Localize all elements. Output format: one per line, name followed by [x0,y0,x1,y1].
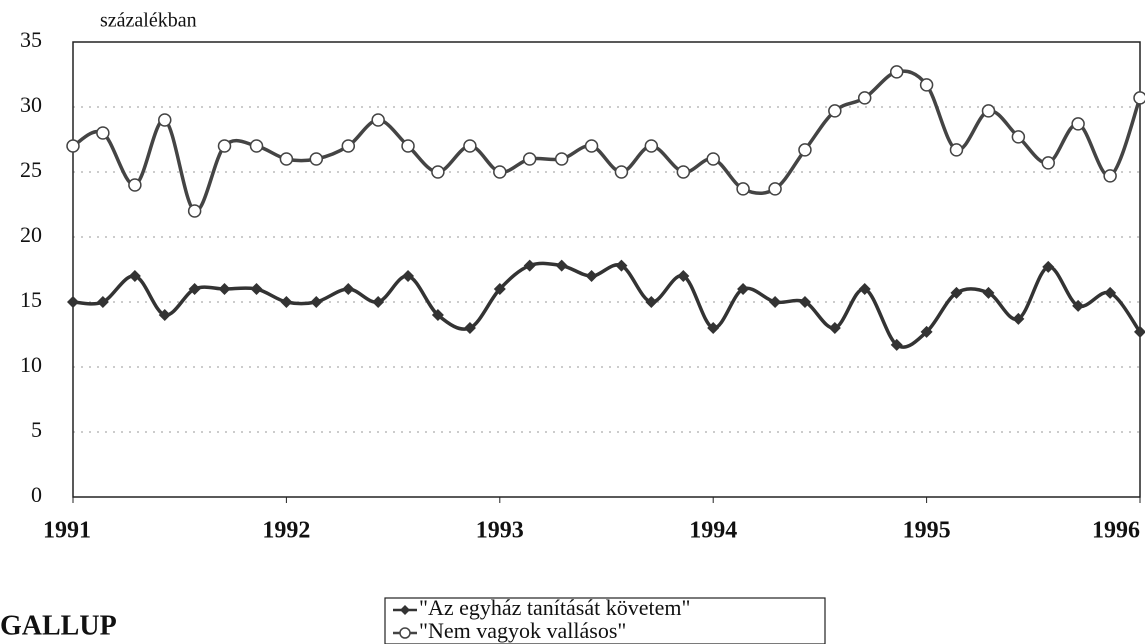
circle-marker [158,113,172,127]
diamond-marker [463,322,476,334]
y-tick-label: 0 [31,482,42,507]
diamond-marker [67,296,79,308]
circle-marker [828,104,842,118]
diamond-marker [982,286,995,299]
diamond-marker [280,296,293,308]
y-tick-label: 15 [20,287,42,312]
circle-marker [493,165,507,179]
circle-marker [857,91,872,105]
circle-marker [1133,91,1145,105]
circle-marker [187,204,202,218]
diamond-marker [615,259,628,272]
circle-marker [676,165,691,179]
circle-marker [341,139,356,153]
circle-marker [1071,117,1085,131]
diamond-marker [677,270,690,282]
circle-marker [554,152,569,166]
circle-marker [279,152,294,166]
diamond-marker [402,270,415,282]
circle-marker [128,178,142,192]
diamond-marker [858,283,871,295]
diamond-marker [1042,260,1055,273]
diamond-marker [737,283,750,295]
circle-marker [919,78,934,92]
circle-marker [249,139,264,153]
circle-marker [401,139,415,153]
plot-frame [72,41,1141,498]
circle-marker [1041,156,1055,170]
diamond-marker [218,283,231,295]
y-tick-label: 25 [20,157,42,182]
diamond-marker [645,296,658,308]
diamond-marker [950,286,963,299]
diamond-marker [798,296,811,308]
diamond-marker [1012,312,1025,325]
circle-marker [431,165,445,179]
diamond-marker [342,283,355,295]
y-tick-label: 10 [20,352,42,377]
circle-marker [463,139,477,153]
diamond-marker [1104,286,1117,299]
circle-marker [522,152,537,166]
y-tick-label: 20 [20,222,42,247]
diamond-marker [188,283,201,295]
circle-marker [371,113,385,127]
x-tick-label: 1991 [43,518,91,544]
circle-marker [1011,130,1026,144]
circle-marker [217,139,232,153]
diamond-marker [310,296,323,308]
series [66,65,1145,218]
source: GALLUP [0,610,117,641]
diamond-marker [828,322,841,334]
diamond-marker [920,325,933,338]
circle-marker [1103,169,1117,183]
x-tick-label: 1995 [903,518,951,544]
x-tick-label: 1996 [1092,518,1140,544]
diamond-marker [707,322,720,334]
circle-marker [309,152,324,166]
diamond-marker [890,338,903,351]
circle-marker [614,165,629,179]
diamond-marker [493,283,506,295]
y-tick-label: 30 [20,92,42,117]
circle-marker [706,152,720,166]
legend-box [384,597,826,644]
diamond-marker [555,259,568,272]
y-tick-label: 5 [31,417,42,442]
diamond-marker [96,296,109,308]
diamond-marker [585,270,598,282]
circle-marker [66,139,80,153]
circle-marker [949,143,964,157]
diamond-marker [158,309,171,321]
legend-label: "Az egyház tanítását követem" [419,595,690,620]
legend-marker [400,605,410,615]
diamond-marker [523,259,536,272]
circle-marker [644,139,659,153]
diamond-marker [1134,325,1145,338]
diamond-marker [769,296,782,308]
diamond-marker [431,309,444,321]
circle-marker [798,143,812,157]
circle-marker [889,65,904,79]
circle-marker [981,104,996,118]
circle-marker [584,139,599,153]
legend-label: "Nem vagyok vallásos" [419,618,626,643]
diamond-marker [1072,299,1085,312]
circle-marker [736,182,750,196]
x-tick-label: 1993 [476,518,524,544]
x-tick-label: 1994 [689,518,737,544]
diamond-marker [250,283,263,295]
y-tick-label: 35 [20,27,42,52]
series-line [72,69,1142,213]
y-axis-label: százalékban [100,10,197,32]
diamond-marker [128,270,141,282]
series-line [72,261,1142,349]
circle-marker [96,126,110,140]
circle-marker [768,182,782,196]
x-tick-label: 1992 [262,518,310,544]
series [67,259,1145,351]
diamond-marker [372,296,385,308]
legend-marker [399,627,411,639]
